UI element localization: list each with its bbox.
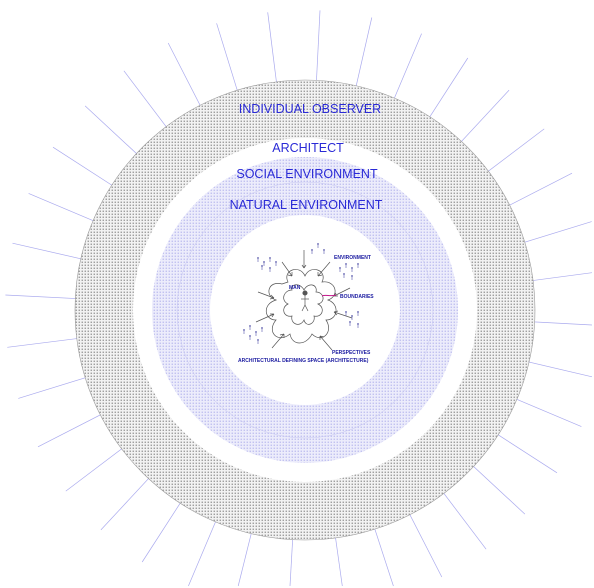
observer-figure	[261, 327, 263, 329]
observer-figure	[275, 261, 277, 263]
natural-environment-ring	[176, 181, 434, 439]
observer-figure	[349, 321, 351, 323]
boundary-accent-line	[321, 294, 337, 297]
inner-space-disc	[210, 215, 400, 405]
label-architect: ARCHITECT	[272, 141, 344, 155]
observer-figure	[357, 323, 359, 325]
observer-figure	[261, 265, 263, 267]
observer-figure	[317, 243, 319, 245]
observer-figure	[357, 311, 359, 313]
observer-figure	[339, 267, 341, 269]
observer-figure	[255, 331, 257, 333]
label-natural-environment: NATURAL ENVIRONMENT	[230, 198, 383, 212]
observer-figure	[257, 257, 259, 259]
label-boundaries: BOUNDARIES	[340, 294, 374, 300]
observer-figure	[243, 329, 245, 331]
observer-figure	[311, 249, 313, 251]
observer-figure	[249, 325, 251, 327]
observer-figures	[243, 243, 359, 344]
observer-figure	[351, 315, 353, 317]
observer-figure	[345, 311, 347, 313]
observer-figure	[343, 273, 345, 275]
label-perspectives: PERSPECTIVES	[332, 350, 371, 356]
observer-figure	[323, 249, 325, 251]
observer-figure	[269, 267, 271, 269]
observer-figure	[269, 257, 271, 259]
label-architectural-space: ARCHITECTURAL DEFINING SPACE (ARCHITECTU…	[238, 358, 369, 364]
observer-figure	[357, 263, 359, 265]
observer-figure	[263, 261, 265, 263]
label-social-environment: SOCIAL ENVIRONMENT	[236, 167, 378, 181]
label-environment: ENVIRONMENT	[334, 255, 371, 261]
observer-figure	[345, 263, 347, 265]
observer-figure	[351, 275, 353, 277]
observer-figure	[249, 335, 251, 337]
architectural-space-sketch	[255, 250, 353, 351]
observer-figure	[351, 267, 353, 269]
observer-figure	[257, 339, 259, 341]
label-individual-observer: INDIVIDUAL OBSERVER	[239, 102, 381, 116]
label-man: MAN	[289, 285, 301, 291]
